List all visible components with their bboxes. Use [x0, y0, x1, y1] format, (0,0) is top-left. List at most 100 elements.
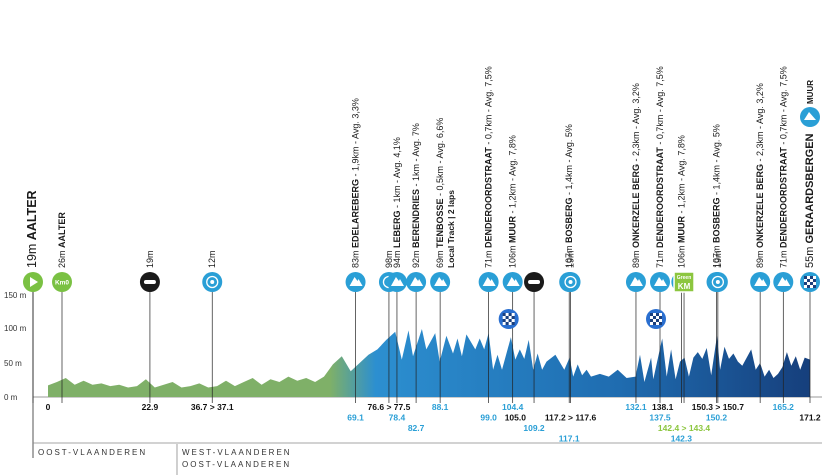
check-square: [511, 322, 515, 325]
check-square: [508, 316, 512, 319]
y-tick-label: 100 m: [4, 324, 27, 333]
feed-ring: [711, 275, 725, 289]
finish-square: [813, 285, 816, 288]
climb-icon: [750, 272, 771, 292]
altitude-text: 83m: [351, 248, 361, 268]
altitude-text: 94m: [392, 248, 402, 268]
waypoint-label: 19m AALTER: [25, 190, 39, 268]
green-km-box: [673, 271, 695, 293]
check-icon: [646, 309, 667, 329]
climb-info: - 1,2km - Avg. 7,8%: [508, 135, 518, 216]
mountain-shape: [654, 277, 668, 286]
waypoint-label: 26m AALTER: [57, 212, 67, 268]
finish-square: [804, 276, 807, 279]
finish-square: [807, 276, 810, 279]
finish-square: [807, 279, 810, 282]
km0-text: Km0: [55, 280, 69, 287]
check-square: [656, 322, 660, 325]
finish-square: [813, 279, 816, 282]
km-label: 76.6 > 77.5: [368, 402, 411, 412]
region-label: WEST-VLAANDEREN: [182, 448, 292, 457]
finish-square: [810, 285, 813, 288]
km-label: 88.1: [432, 402, 449, 412]
finish-square: [810, 279, 813, 282]
check-square: [508, 313, 512, 316]
place-name: LEBERG: [392, 210, 402, 248]
place-name: DENDEROORDSTRAAT: [778, 147, 788, 248]
waypoint-label: 107m BOSBERG - 1,4km - Avg. 5%: [712, 124, 722, 268]
km-label: 69.1: [347, 413, 364, 423]
km-label: 142.4 > 143.4: [658, 423, 711, 433]
km-label: 36.7 > 37.1: [191, 402, 234, 412]
altitude-text: 106m: [508, 243, 518, 268]
climb-icon: [773, 272, 794, 292]
y-tick-label: 0 m: [4, 393, 18, 402]
waypoint-suffix: MUUR: [806, 80, 815, 104]
mountain-shape: [482, 277, 496, 286]
waypoint-label: 89m ONKERZELE BERG - 2,3km - Avg. 3,2%: [631, 83, 641, 268]
climb-icon: [345, 272, 366, 292]
check-square: [511, 316, 515, 319]
check-square: [653, 316, 657, 319]
km-label: 0: [46, 402, 51, 412]
mountain-shape: [804, 112, 816, 120]
check-square: [505, 313, 509, 316]
check-square: [650, 322, 654, 325]
km-label: 82.7: [408, 423, 425, 433]
waypoint-label: 19m: [713, 250, 723, 268]
check-square: [502, 319, 506, 322]
finish-square: [804, 279, 807, 282]
climb-info: - 0,7km - Avg. 7,5%: [778, 66, 788, 147]
waypoint-extra: Local Track | 2 laps: [446, 190, 456, 268]
waypoint-label: 19m: [145, 250, 155, 268]
marker-lines: [32, 292, 811, 403]
sprint-band: [143, 280, 156, 284]
check-square: [659, 319, 663, 322]
altitude-text: 12m: [207, 250, 217, 268]
waypoint-label: 89m ONKERZELE BERG - 2,3km - Avg. 3,2%: [755, 83, 765, 268]
feed-ring: [564, 275, 577, 289]
climb-info: - 1,4km - Avg. 5%: [712, 124, 722, 197]
waypoint-label: 107m BOSBERG - 1,4km - Avg. 5%: [564, 124, 574, 268]
check-square: [511, 313, 515, 316]
place-name: BOSBERG: [564, 197, 574, 243]
check-square: [659, 313, 663, 316]
check-square: [505, 316, 509, 319]
waypoint-label: 71m DENDEROORDSTRAAT - 0,7km - Avg. 7,5%: [778, 66, 788, 268]
mountain-shape: [777, 277, 791, 286]
feed-dot: [568, 280, 573, 284]
altitude-text: 26m: [57, 248, 67, 268]
km-label: 117.2 > 117.6: [545, 413, 597, 423]
waypoint-labels: 19m AALTER 26m AALTER 19m 12m 83m EDELAREB…: [25, 66, 816, 268]
mountain-shape: [754, 277, 768, 286]
check-square: [653, 313, 657, 316]
mountain-shape: [349, 277, 363, 286]
km-label: 138.1: [652, 402, 674, 412]
place-name: BERENDRIES: [411, 189, 421, 248]
altitude-text: 107m: [712, 243, 722, 268]
place-name: GERAARDSBERGEN: [804, 133, 816, 243]
climb-icon: [650, 272, 671, 292]
km-label: 109.2: [523, 423, 545, 433]
waypoint-label: 83m EDELAREBERG - 1,9km - Avg. 3,3%: [351, 98, 361, 268]
check-square: [653, 322, 657, 325]
waypoint-label: 71m DENDEROORDSTRAAT - 0,7km - Avg. 7,5%: [655, 66, 665, 268]
place-name: ONKERZELE BERG: [631, 164, 641, 248]
finish-icon: [800, 107, 820, 292]
check-square: [505, 322, 509, 325]
check-square: [656, 316, 660, 319]
place-name: MUUR: [508, 215, 518, 242]
waypoint-label: 69m TENBOSSE - 0,5km - Avg. 6,6%: [435, 118, 445, 268]
mountain-shape: [506, 277, 520, 286]
altitude-text: 55m: [804, 244, 816, 268]
check-square: [502, 316, 506, 319]
check-square: [650, 313, 654, 316]
mountain-shape: [629, 277, 643, 286]
check-square: [656, 319, 660, 322]
km-label: 132.1: [625, 402, 647, 412]
play-triangle: [30, 277, 38, 287]
check-icon: [498, 309, 519, 329]
